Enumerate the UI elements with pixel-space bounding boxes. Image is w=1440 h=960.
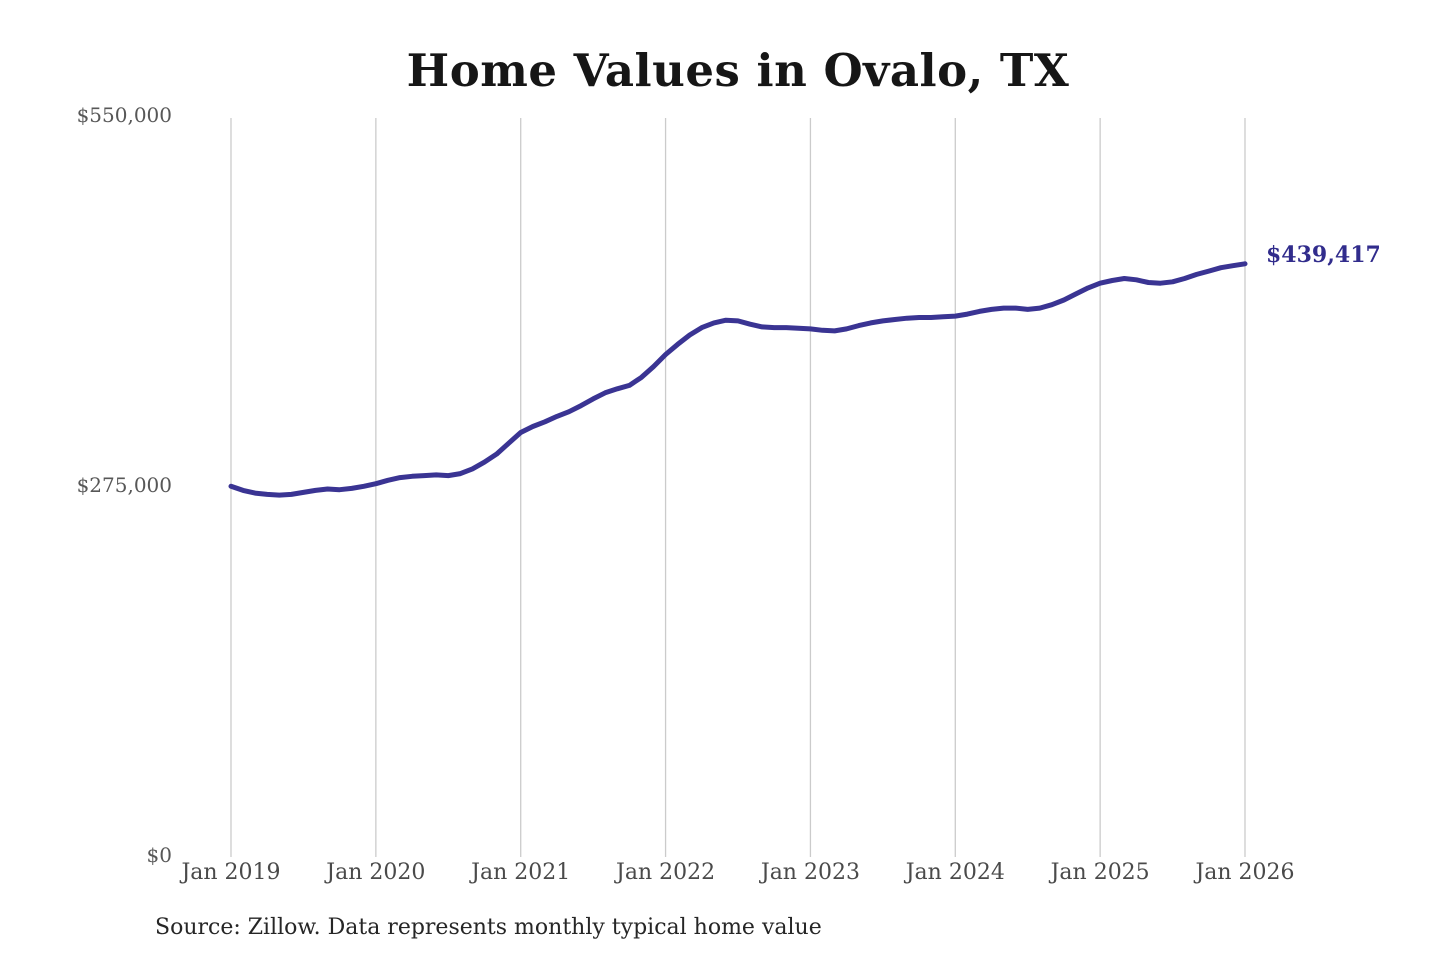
latest-value-label: $439,417 (1266, 241, 1381, 268)
y-axis-tick-label: $275,000 (76, 473, 172, 497)
y-axis-tick-label: $0 (146, 843, 172, 867)
gridlines (230, 118, 1246, 857)
x-axis-tick-label: Jan 2024 (905, 860, 1005, 885)
x-axis-tick-label: Jan 2019 (181, 860, 281, 885)
x-axis-tick-label: Jan 2026 (1195, 860, 1295, 885)
x-axis-tick-label: Jan 2023 (760, 860, 860, 885)
chart-title: Home Values in Ovalo, TX (406, 44, 1070, 97)
x-axis-tick-label: Jan 2022 (616, 860, 716, 885)
home-value-line (228, 261, 1248, 498)
x-axis-tick-label: Jan 2025 (1050, 860, 1150, 885)
x-axis-tick-label: Jan 2021 (471, 860, 571, 885)
source-note: Source: Zillow. Data represents monthly … (155, 915, 822, 940)
y-axis-tick-label: $550,000 (76, 103, 172, 127)
x-axis-tick-label: Jan 2020 (326, 860, 426, 885)
